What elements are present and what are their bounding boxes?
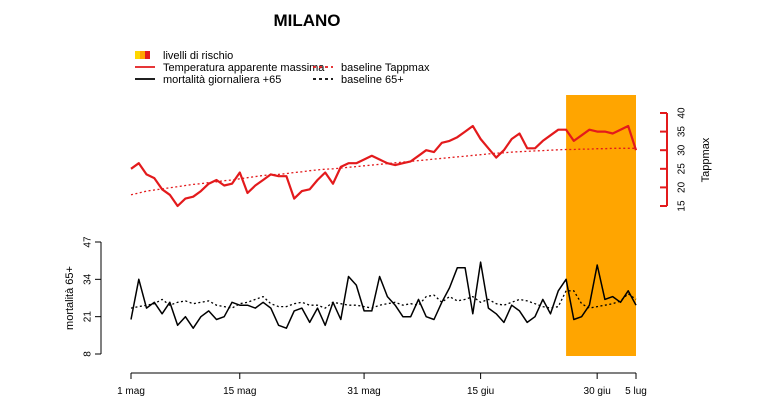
legend-label-temperatura-apparente-massima: Temperatura apparente massima bbox=[163, 62, 325, 74]
legend-label-mortalita-giornaliera-65: mortalità giornaliera +65 bbox=[163, 74, 281, 86]
x-tick-label: 5 lug bbox=[625, 386, 647, 397]
temperature-tick-label: 30 bbox=[677, 144, 688, 156]
temperature-line bbox=[130, 124, 638, 208]
temperature-tick-label: 35 bbox=[677, 126, 688, 138]
mortality-tick-label: 34 bbox=[83, 273, 94, 285]
x-tick-label: 1 mag bbox=[117, 386, 145, 397]
temperature-tick-label: 25 bbox=[677, 163, 688, 175]
mortality-axis-title: mortalità 65+ bbox=[64, 266, 76, 330]
mortality-tick-label: 47 bbox=[83, 236, 94, 248]
mortality-plot bbox=[130, 261, 637, 329]
legend-risk-swatch bbox=[145, 51, 150, 59]
temperature-axis-title: Tappmax bbox=[700, 137, 712, 182]
x-tick-label: 15 giu bbox=[467, 386, 494, 397]
legend-risk-swatch bbox=[140, 51, 145, 59]
temperature-baseline bbox=[130, 147, 636, 196]
chart-title: MILANO bbox=[273, 11, 340, 30]
x-tick-label: 31 mag bbox=[347, 386, 380, 397]
x-axis: 1 mag 15 mag 31 mag 15 giu 30 giu 5 lug bbox=[117, 372, 647, 397]
temperature-plot bbox=[130, 124, 638, 208]
legend-label-baseline-65: baseline 65+ bbox=[341, 74, 404, 86]
x-tick-label: 30 giu bbox=[584, 386, 611, 397]
temperature-tick-label: 40 bbox=[677, 107, 688, 119]
mortality-tick-label: 21 bbox=[83, 311, 94, 323]
legend-risk-swatch bbox=[135, 51, 140, 59]
risk-period-0 bbox=[566, 95, 636, 356]
x-tick-label: 15 mag bbox=[223, 386, 256, 397]
mortality-baseline bbox=[130, 290, 637, 309]
legend-label-baseline-tappmax: baseline Tappmax bbox=[341, 62, 430, 74]
mortality-tick-label: 8 bbox=[83, 351, 94, 357]
temperature-tick-label: 20 bbox=[677, 181, 688, 193]
temperature-axis: 15 20 25 30 35 40 Tappmax bbox=[660, 107, 712, 212]
temperature-tick-label: 15 bbox=[677, 200, 688, 212]
risk-periods bbox=[566, 95, 636, 356]
legend-label-livelli-di-rischio: livelli di rischio bbox=[163, 50, 233, 62]
mortality-axis: 8 21 34 47 mortalità 65+ bbox=[64, 236, 102, 357]
mortality-line bbox=[130, 261, 637, 329]
